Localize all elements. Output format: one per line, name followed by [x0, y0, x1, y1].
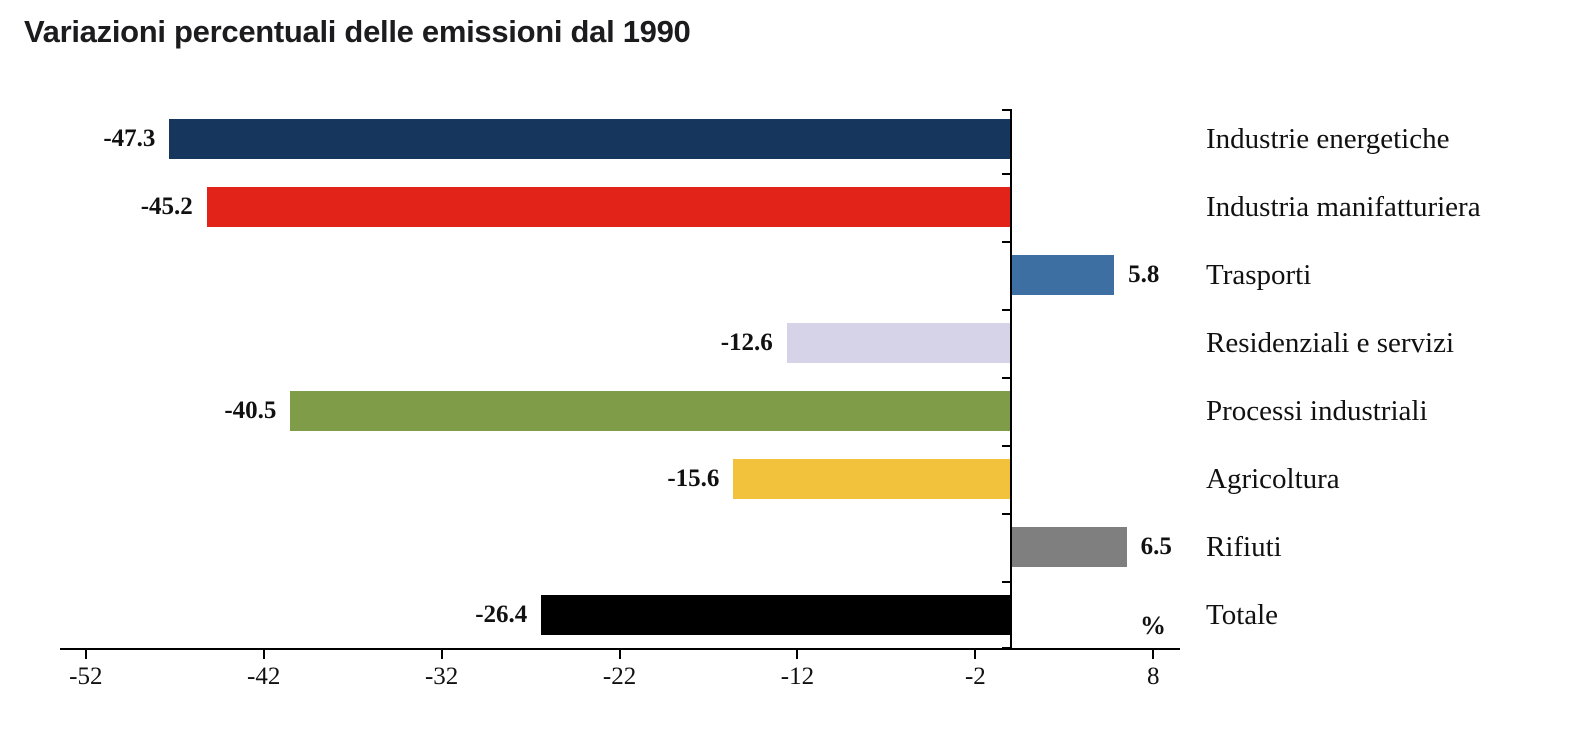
x-axis-tick-label: -52 [69, 663, 103, 690]
category-labels: Industrie energetiche Industria manifattu… [1206, 105, 1596, 649]
bar-industria-manifatturiera [206, 187, 1011, 227]
x-axis-tick [796, 650, 799, 659]
bar-industrie-energetiche [169, 119, 1011, 159]
value-label-residenziali-e-servizi: -12.6 [720, 329, 773, 356]
category-axis-tick [1001, 377, 1010, 379]
x-axis-tick-label: -12 [780, 663, 815, 690]
value-label-industrie-energetiche: -47.3 [103, 125, 156, 152]
value-label-industria-manifatturiera: -45.2 [140, 193, 193, 220]
bar-trasporti [1010, 255, 1115, 295]
category-axis-tick [1001, 445, 1010, 447]
category-label-residenziali-e-servizi: Residenziali e servizi [1206, 326, 1455, 359]
x-axis-tick [440, 650, 443, 659]
category-axis-tick [1001, 173, 1010, 175]
category-axis-tick [1001, 513, 1010, 515]
bar-totale [541, 595, 1011, 635]
category-label-industrie-energetiche: Industrie energetiche [1206, 122, 1450, 155]
value-label-rifiuti: 6.5 [1140, 533, 1172, 560]
x-axis-tick-label: -32 [424, 663, 459, 690]
x-axis-tick [262, 650, 265, 659]
x-axis-tick [1152, 650, 1155, 659]
category-label-industria-manifatturiera: Industria manifatturiera [1206, 190, 1481, 223]
category-label-trasporti: Trasporti [1206, 258, 1312, 291]
zero-axis-line [1009, 109, 1012, 649]
x-axis-tick-label: -42 [247, 663, 281, 690]
x-axis-tick-label: -2 [964, 663, 986, 690]
category-label-totale: Totale [1206, 598, 1279, 631]
value-label-agricoltura: -15.6 [667, 465, 720, 492]
category-axis-tick [1001, 581, 1010, 583]
x-axis-tick-label: 8 [1147, 663, 1160, 690]
bar-agricoltura [733, 459, 1011, 499]
x-axis-tick [84, 650, 87, 659]
category-axis-tick [1001, 241, 1010, 243]
category-label-agricoltura: Agricoltura [1206, 462, 1340, 495]
category-label-processi-industriali: Processi industriali [1206, 394, 1428, 427]
bar-processi-industriali [290, 391, 1011, 431]
value-label-processi-industriali: -40.5 [224, 397, 277, 424]
x-axis-line [60, 648, 1180, 650]
category-axis-tick [1001, 309, 1010, 311]
x-axis-tick [974, 650, 977, 659]
category-axis-tick [1001, 109, 1010, 111]
category-label-rifiuti: Rifiuti [1206, 530, 1282, 563]
plot-area: -47.3 -45.2 5.8 -12.6 -40.5 -15.6 6.5 -26.4% [68, 105, 1180, 649]
x-axis-tick-label: -22 [602, 663, 637, 690]
bar-residenziali-e-servizi [786, 323, 1011, 363]
value-label-trasporti: 5.8 [1128, 261, 1160, 288]
unit-label-percent: % [1140, 611, 1166, 640]
x-axis-tick [618, 650, 621, 659]
value-label-totale: -26.4 [475, 601, 528, 628]
bar-rifiuti [1010, 527, 1127, 567]
page-title: Variazioni percentuali delle emissioni d… [24, 14, 691, 49]
